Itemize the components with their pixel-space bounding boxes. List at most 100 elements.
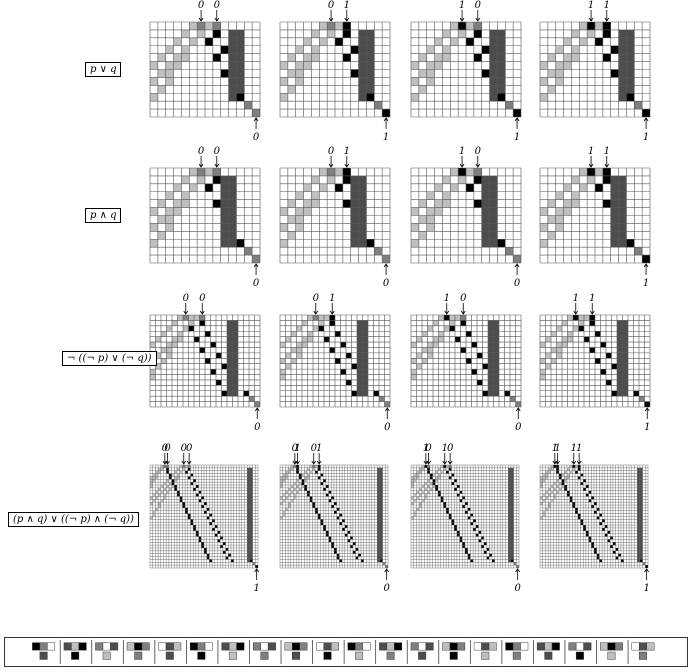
grid-cell (618, 29, 627, 38)
grid-cell (377, 470, 380, 474)
grid-cell (569, 499, 573, 503)
grid-cell (639, 533, 643, 537)
grid-cell (166, 470, 169, 474)
grid-cell (639, 467, 643, 471)
grid-cell (508, 542, 511, 546)
grid-cell (572, 505, 576, 508)
grid-cell (611, 390, 617, 397)
grid-cell (166, 465, 169, 468)
grid-cell (358, 183, 367, 192)
grid-cell (481, 45, 490, 54)
grid-cell (301, 482, 305, 486)
grid-cell (377, 527, 380, 531)
grid-cell (379, 493, 383, 497)
grid-cell (618, 45, 627, 54)
grid-cell (157, 53, 166, 62)
grid-cell (596, 507, 600, 511)
grid-cell (488, 347, 494, 353)
grid-cell (481, 231, 490, 240)
grid-cell (510, 519, 514, 523)
grid-cell (324, 336, 330, 343)
grid-cell (152, 513, 156, 517)
grid-cell (304, 476, 307, 480)
grid-cell (429, 487, 433, 491)
grid-cell (612, 542, 616, 546)
grid-cell (497, 85, 506, 94)
rule-top-cell (204, 642, 213, 651)
grid-cell (416, 507, 420, 511)
grid-cell (185, 507, 188, 511)
grid-cell (247, 479, 250, 483)
input-arrow (604, 156, 610, 168)
grid-cell (547, 85, 556, 94)
grid-cell (444, 325, 450, 332)
grid-cell (637, 556, 640, 560)
grid-cell (481, 215, 490, 224)
grid-cell (540, 482, 543, 486)
grid-cell (573, 315, 579, 321)
grid-cell (435, 476, 438, 480)
grid-cell (249, 467, 253, 471)
input-value: 1 (344, 146, 350, 157)
grid-cell (488, 320, 494, 326)
grid-cell (339, 522, 343, 526)
grid-cell (489, 85, 498, 94)
grid-cell (379, 556, 383, 560)
grid-cell (379, 485, 383, 488)
grid-cell (221, 363, 227, 370)
grid-cell (508, 522, 511, 526)
grid-cell (591, 545, 594, 548)
grid-cell (639, 510, 643, 514)
grid-cell (150, 342, 156, 348)
rule-top-cell (197, 642, 206, 651)
grid-cell (165, 191, 174, 200)
grid-cell (591, 505, 594, 508)
rule-top-cell (173, 642, 182, 651)
grid-cell (438, 476, 441, 480)
rule-top-cell (47, 642, 56, 651)
grid-cell (610, 215, 619, 224)
grid-cell (377, 547, 380, 551)
grid-cell (421, 499, 425, 503)
grid-cell (155, 352, 161, 359)
grid-cell (466, 37, 474, 46)
rule-top-cell (260, 642, 269, 651)
grid-cell (422, 347, 428, 353)
grid-cell (493, 363, 499, 370)
grid-cell (247, 493, 250, 497)
grid-cell (382, 255, 390, 263)
grid-cell (618, 37, 627, 46)
grid-cell (317, 467, 321, 471)
grid-cell (418, 231, 427, 240)
grid-cell (158, 502, 161, 506)
input-arrow (442, 453, 448, 465)
grid-cell (220, 215, 229, 224)
grid-cell (366, 53, 375, 62)
grid-cell (555, 45, 564, 54)
input-arrow (459, 156, 465, 168)
grid-cell (555, 223, 564, 232)
grid-cell (564, 476, 567, 480)
grid-cell (377, 516, 380, 520)
grid-cell (563, 183, 572, 192)
grid-cell (542, 510, 546, 514)
grid-cell (551, 331, 557, 337)
grid-cell (216, 379, 222, 386)
grid-cell (312, 465, 316, 468)
grid-cell (206, 516, 210, 520)
grid-cell (545, 470, 549, 474)
grid-cell (195, 485, 199, 488)
grid-cell (639, 496, 643, 500)
grid-cell (481, 207, 490, 216)
grid-cell (449, 320, 455, 326)
grid-cell (637, 516, 640, 520)
grid-cell (488, 325, 494, 332)
grid-cell (510, 470, 514, 474)
grid-cell (377, 467, 380, 471)
grid-cell (610, 536, 613, 540)
grid-cell (540, 479, 543, 483)
grid-cell (637, 542, 640, 546)
grid-cell (516, 565, 519, 568)
grid-cell (411, 516, 414, 520)
